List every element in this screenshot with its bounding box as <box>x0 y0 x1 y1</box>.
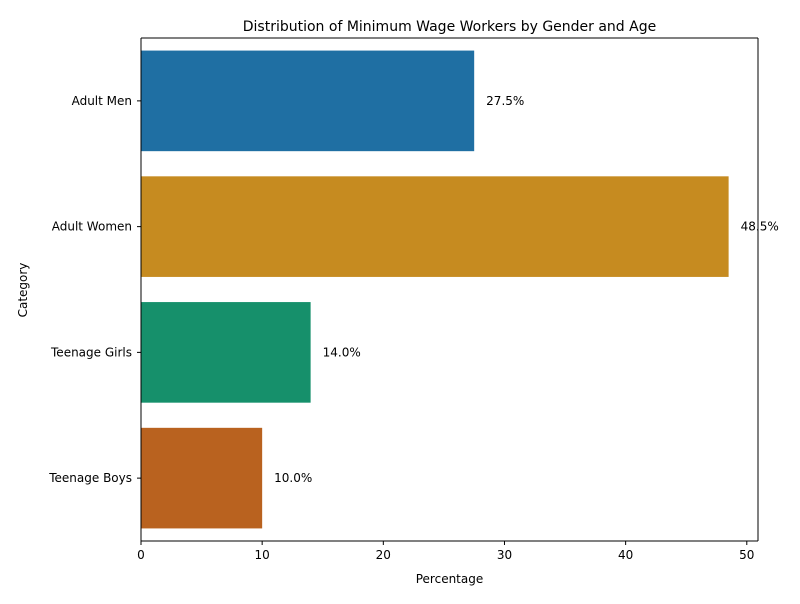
x-tick-label-20: 20 <box>376 548 391 562</box>
axes-group <box>137 37 759 545</box>
y-tick-label-adult-men: Adult Men <box>72 94 132 108</box>
labels-group: 27.5% Adult Men 48.5% Adult Women 14.0% Teena… <box>48 94 779 562</box>
y-tick-label-adult-women: Adult Women <box>52 220 132 234</box>
y-tick-label-teenage-boys: Teenage Boys <box>48 471 132 485</box>
bars-group <box>141 50 729 529</box>
bar-teenage-girls <box>141 302 311 403</box>
data-label-teenage-boys: 10.0% <box>274 471 312 485</box>
x-axis-label: Percentage <box>416 572 484 586</box>
bar-adult-men <box>141 50 475 152</box>
data-label-adult-women: 48.5% <box>741 220 779 234</box>
x-tick-label-40: 40 <box>618 548 633 562</box>
chart-title: Distribution of Minimum Wage Workers by … <box>243 19 656 35</box>
x-tick-label-30: 30 <box>497 548 512 562</box>
x-tick-label-50: 50 <box>739 548 754 562</box>
x-tick-label-0: 0 <box>137 548 145 562</box>
y-tick-label-teenage-girls: Teenage Girls <box>50 345 132 359</box>
bar-adult-women <box>141 176 729 277</box>
y-axis-label: Category <box>16 263 30 318</box>
x-tick-label-10: 10 <box>255 548 270 562</box>
data-label-adult-men: 27.5% <box>486 94 524 108</box>
bar-teenage-boys <box>141 427 263 529</box>
data-label-teenage-girls: 14.0% <box>323 345 361 359</box>
